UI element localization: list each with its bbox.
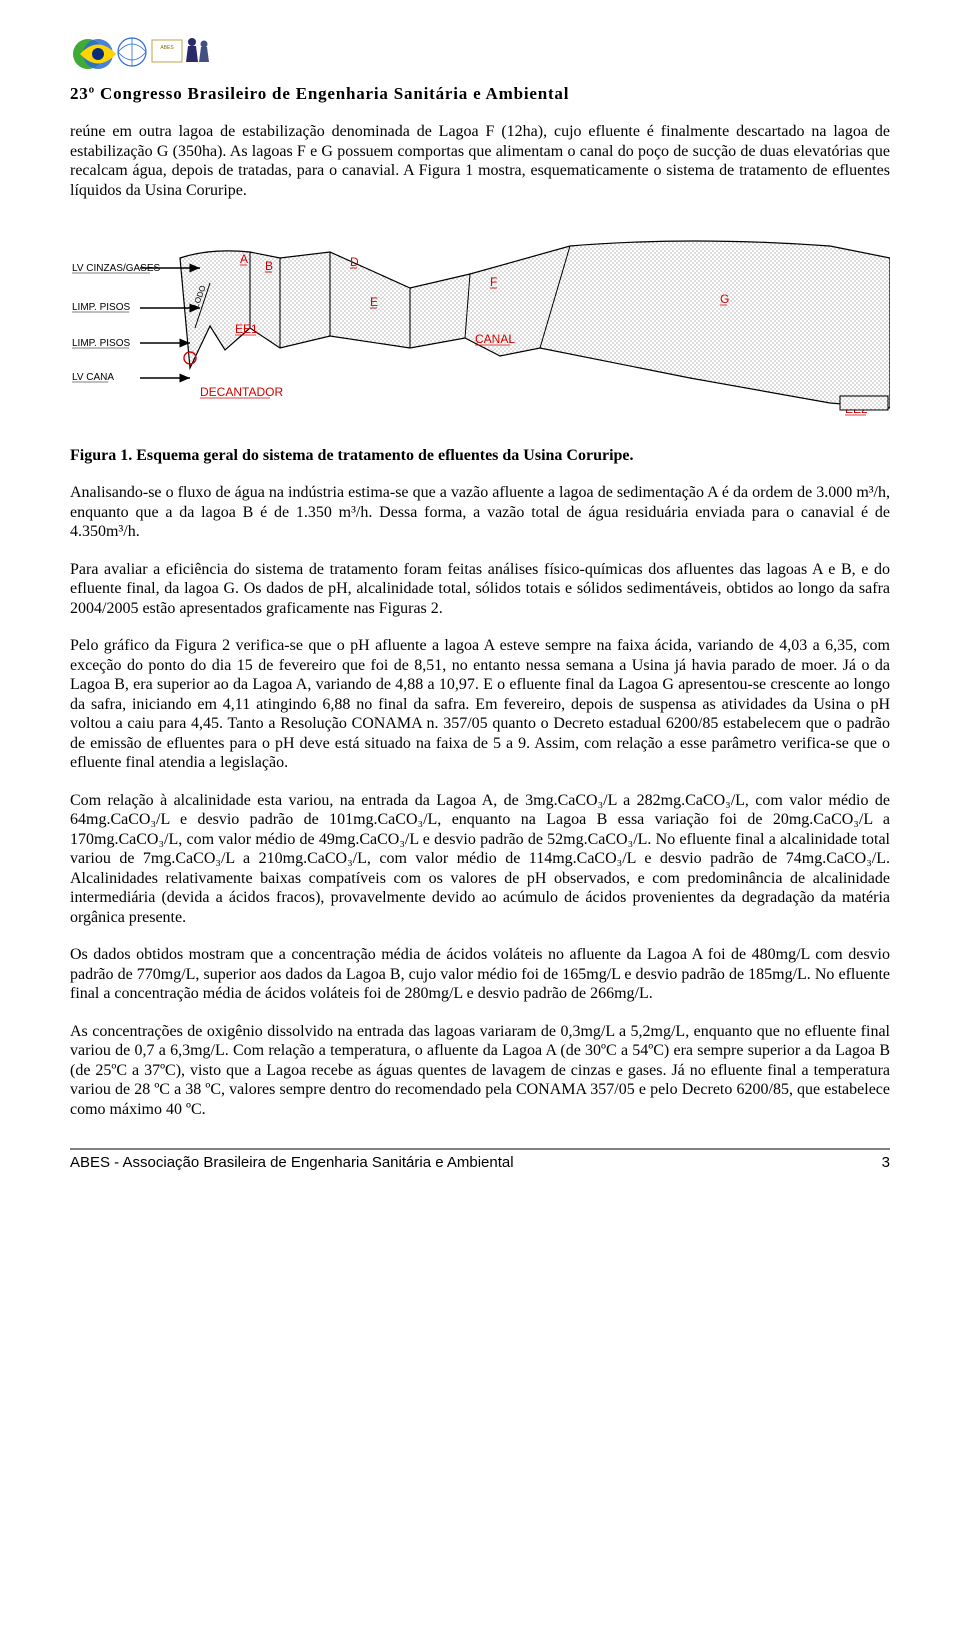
page-number: 3 [882, 1154, 890, 1171]
paragraph-2: Para avaliar a eficiência do sistema de … [70, 560, 890, 619]
svg-text:F: F [490, 275, 497, 289]
paragraph-intro: reúne em outra lagoa de estabilização de… [70, 122, 890, 200]
svg-text:ABES: ABES [160, 45, 174, 51]
svg-text:A: A [240, 252, 248, 266]
svg-text:B: B [265, 259, 273, 273]
svg-text:G: G [720, 292, 729, 306]
figure-1-caption: Figura 1. Esquema geral do sistema de tr… [70, 447, 890, 465]
svg-text:D: D [350, 255, 359, 269]
paragraph-1: Analisando-se o fluxo de água na indústr… [70, 483, 890, 542]
conference-title: 23º Congresso Brasileiro de Engenharia S… [70, 84, 890, 104]
svg-text:LIMP. PISOS: LIMP. PISOS [72, 338, 131, 349]
svg-text:LV CINZAS/GASES: LV CINZAS/GASES [72, 263, 161, 274]
svg-text:LV CANA: LV CANA [72, 372, 114, 383]
footer: ABES - Associação Brasileira de Engenhar… [70, 1148, 890, 1171]
header-row: ABES [70, 30, 890, 78]
paragraph-5: Os dados obtidos mostram que a concentra… [70, 945, 890, 1004]
svg-text:E: E [370, 295, 378, 309]
figure-1-svg: LODOLV CINZAS/GASESLIMP. PISOSLIMP. PISO… [70, 228, 890, 428]
logo-block: ABES [70, 30, 215, 78]
svg-text:DECANTADOR: DECANTADOR [200, 385, 283, 399]
svg-text:CANAL: CANAL [475, 332, 515, 346]
svg-text:LIMP. PISOS: LIMP. PISOS [72, 302, 131, 313]
abes-logo-icon: ABES [70, 30, 215, 78]
paragraph-4: Com relação à alcalinidade esta variou, … [70, 791, 890, 928]
page: ABES 23º Congresso Brasileiro de Engenha… [0, 0, 960, 1211]
svg-text:EE1: EE1 [235, 322, 258, 336]
figure-1: LODOLV CINZAS/GASESLIMP. PISOSLIMP. PISO… [70, 228, 890, 433]
footer-left: ABES - Associação Brasileira de Engenhar… [70, 1154, 514, 1171]
paragraph-6: As concentrações de oxigênio dissolvido … [70, 1022, 890, 1120]
paragraph-3: Pelo gráfico da Figura 2 verifica-se que… [70, 636, 890, 773]
